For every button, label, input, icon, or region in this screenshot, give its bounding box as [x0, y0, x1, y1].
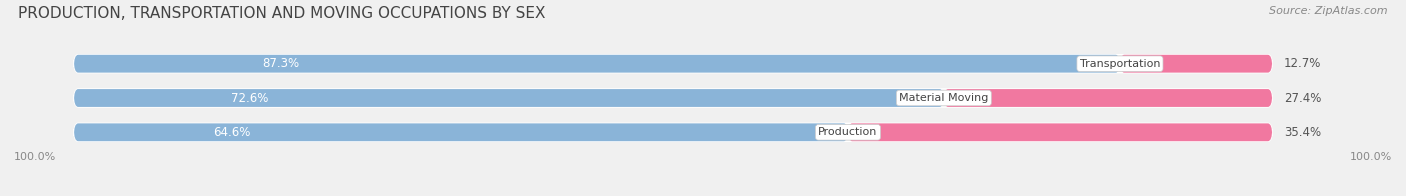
Legend: Male, Female: Male, Female: [640, 193, 766, 196]
FancyBboxPatch shape: [75, 123, 1272, 141]
FancyBboxPatch shape: [75, 123, 848, 141]
Text: 27.4%: 27.4%: [1284, 92, 1322, 104]
FancyBboxPatch shape: [75, 55, 1272, 73]
Text: 12.7%: 12.7%: [1284, 57, 1322, 70]
Text: 100.0%: 100.0%: [1350, 152, 1392, 162]
FancyBboxPatch shape: [848, 123, 1272, 141]
Text: 64.6%: 64.6%: [214, 126, 250, 139]
FancyBboxPatch shape: [943, 89, 1272, 107]
Text: Material Moving: Material Moving: [900, 93, 988, 103]
Text: Source: ZipAtlas.com: Source: ZipAtlas.com: [1270, 6, 1388, 16]
Text: 87.3%: 87.3%: [263, 57, 299, 70]
Text: 35.4%: 35.4%: [1284, 126, 1322, 139]
Text: PRODUCTION, TRANSPORTATION AND MOVING OCCUPATIONS BY SEX: PRODUCTION, TRANSPORTATION AND MOVING OC…: [18, 6, 546, 21]
Text: Transportation: Transportation: [1080, 59, 1160, 69]
FancyBboxPatch shape: [75, 89, 943, 107]
FancyBboxPatch shape: [1121, 55, 1272, 73]
FancyBboxPatch shape: [75, 55, 1121, 73]
Text: 100.0%: 100.0%: [14, 152, 56, 162]
Text: 72.6%: 72.6%: [231, 92, 269, 104]
FancyBboxPatch shape: [75, 89, 1272, 107]
Text: Production: Production: [818, 127, 877, 137]
